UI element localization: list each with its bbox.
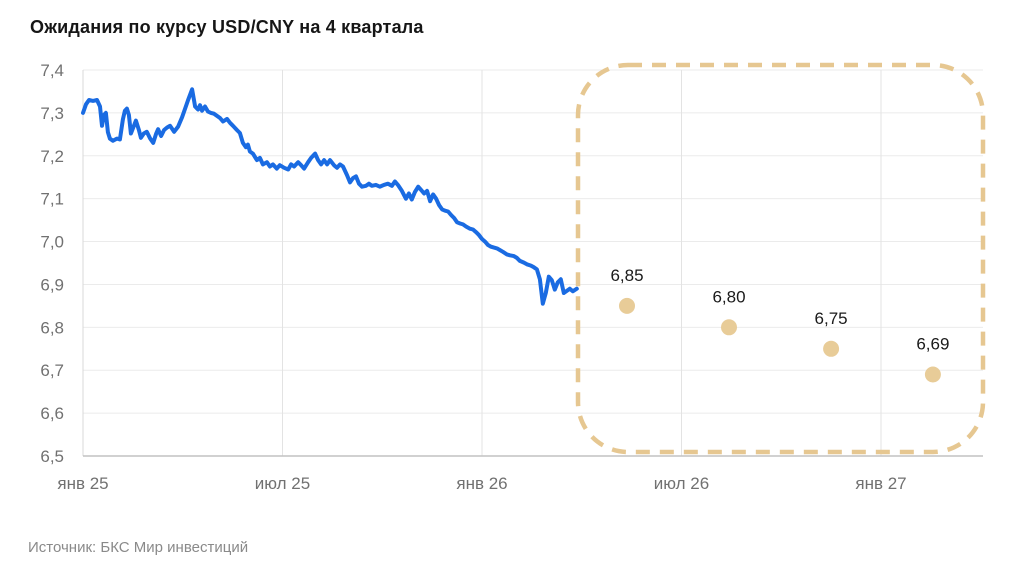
y-tick-label: 6,7 xyxy=(40,361,64,380)
x-tick-label: янв 25 xyxy=(57,474,108,493)
forecast-value-label: 6,75 xyxy=(815,309,848,328)
forecast-dot xyxy=(619,297,635,314)
y-tick-label: 7,1 xyxy=(40,190,64,209)
y-tick-label: 7,3 xyxy=(40,104,64,123)
y-tick-label: 7,0 xyxy=(40,233,64,252)
source-caption: Источник: БКС Мир инвестиций xyxy=(28,539,249,556)
chart-title: Ожидания по курсу USD/CNY на 4 квартала xyxy=(30,17,424,37)
y-tick-label: 7,2 xyxy=(40,147,64,166)
forecast-value-label: 6,69 xyxy=(916,335,949,354)
y-tick-label: 7,4 xyxy=(40,61,64,80)
y-tick-label: 6,9 xyxy=(40,275,64,294)
x-tick-label: июл 26 xyxy=(654,474,709,493)
x-tick-label: июл 25 xyxy=(255,474,310,493)
forecast-dot xyxy=(721,319,737,336)
y-tick-label: 6,8 xyxy=(40,318,64,337)
forecast-value-label: 6,85 xyxy=(610,266,643,285)
forecast-value-label: 6,80 xyxy=(712,287,745,306)
forecast-zone-outline xyxy=(575,62,986,455)
forecast-dot xyxy=(924,366,941,383)
y-tick-label: 6,6 xyxy=(40,404,64,423)
y-tick-label: 6,5 xyxy=(40,447,64,466)
forecast-dot xyxy=(823,340,840,357)
x-tick-label: янв 26 xyxy=(456,474,507,493)
history-line xyxy=(81,87,579,306)
x-tick-label: янв 27 xyxy=(855,474,906,493)
